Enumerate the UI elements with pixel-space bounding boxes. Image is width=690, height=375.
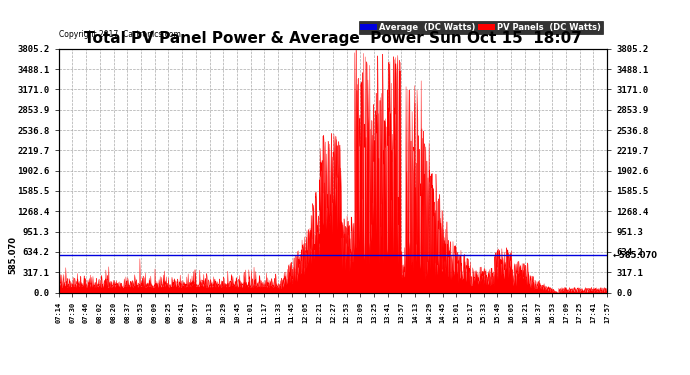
Text: ←585.070: ←585.070 [613, 251, 658, 260]
Title: Total PV Panel Power & Average  Power Sun Oct 15  18:07: Total PV Panel Power & Average Power Sun… [84, 31, 582, 46]
Legend: Average  (DC Watts), PV Panels  (DC Watts): Average (DC Watts), PV Panels (DC Watts) [359, 21, 603, 34]
Text: 585.070: 585.070 [8, 236, 17, 274]
Text: Copyright 2017  Cartronics.com: Copyright 2017 Cartronics.com [59, 30, 181, 39]
